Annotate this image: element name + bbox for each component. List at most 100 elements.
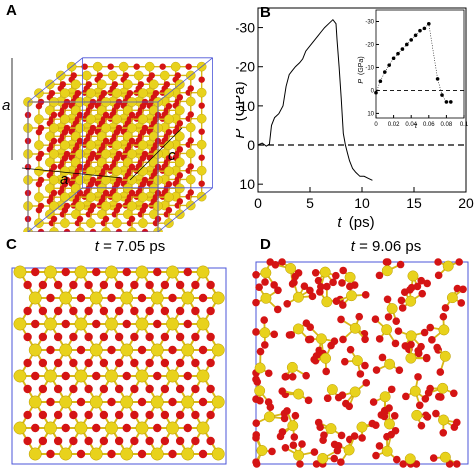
silicon-atom — [120, 395, 134, 409]
oxygen-atom — [46, 449, 55, 459]
silicon-atom — [260, 292, 272, 304]
oxygen-atom — [148, 72, 155, 79]
silicon-atom — [59, 291, 73, 305]
oxygen-atom — [141, 124, 149, 132]
oxygen-atom — [84, 436, 93, 446]
oxygen-atom — [183, 319, 192, 329]
oxygen-atom — [81, 63, 88, 70]
oxygen-atom — [260, 316, 268, 324]
oxygen-atom — [310, 355, 318, 364]
silicon-atom — [92, 61, 103, 72]
oxygen-atom — [183, 423, 192, 433]
oxygen-atom — [372, 366, 381, 374]
oxygen-atom — [69, 410, 78, 420]
panel-d-label: D — [260, 236, 271, 253]
silicon-atom — [349, 386, 361, 398]
inset-y-axis-unit: (GPa) — [358, 56, 365, 75]
oxygen-atom — [434, 271, 443, 280]
inset-x-tick-label: 0.06 — [423, 122, 435, 128]
oxygen-atom — [198, 397, 208, 407]
oxygen-atom — [198, 449, 208, 459]
silicon-atom — [381, 265, 393, 277]
oxygen-atom — [76, 163, 84, 171]
lattice-atoms — [13, 265, 225, 461]
oxygen-atom — [399, 460, 408, 468]
oxygen-atom — [160, 332, 170, 342]
silicon-atom — [185, 96, 196, 107]
silicon-atom — [28, 447, 42, 461]
silicon-atom — [49, 201, 59, 211]
silicon-atom — [196, 317, 210, 331]
disordered-atoms — [252, 258, 467, 468]
oxygen-atom — [390, 411, 399, 420]
silicon-atom — [439, 350, 451, 362]
inset-data-point — [396, 51, 400, 56]
oxygen-atom — [38, 410, 48, 420]
oxygen-atom — [206, 410, 215, 420]
silicon-atom — [263, 411, 275, 423]
oxygen-atom — [48, 89, 56, 97]
silicon-atom — [439, 451, 451, 463]
oxygen-atom — [175, 358, 185, 368]
oxygen-atom — [362, 379, 371, 387]
oxygen-atom — [323, 394, 332, 403]
inset-y-tick-label: 10 — [367, 111, 374, 117]
silicon-atom — [287, 420, 299, 432]
silicon-atom — [196, 265, 210, 279]
oxygen-atom — [37, 124, 45, 132]
oxygen-atom — [114, 306, 124, 316]
silicon-atom — [49, 149, 59, 159]
silicon-atom — [75, 149, 85, 159]
oxygen-atom — [130, 436, 139, 446]
oxygen-atom — [402, 392, 410, 401]
oxygen-atom — [322, 367, 330, 376]
silicon-atom — [97, 79, 107, 90]
oxygen-atom — [434, 258, 442, 266]
oxygen-atom — [53, 306, 63, 316]
x-tick-label: 10 — [354, 195, 370, 211]
edge-label-c: c — [168, 147, 176, 164]
oxygen-atom — [165, 128, 173, 136]
oxygen-atom — [378, 353, 387, 362]
oxygen-atom — [50, 189, 58, 197]
oxygen-atom — [145, 384, 154, 394]
oxygen-atom — [50, 111, 58, 119]
oxygen-atom — [76, 293, 86, 303]
silicon-atom — [170, 61, 181, 72]
oxygen-atom — [413, 282, 422, 291]
silicon-atom — [175, 157, 185, 168]
silicon-atom — [28, 343, 42, 357]
silicon-atom — [320, 352, 332, 364]
silicon-atom — [379, 391, 391, 403]
silicon-atom — [438, 414, 449, 426]
inset-y-tick-label: 0 — [371, 88, 375, 94]
oxygen-atom — [401, 342, 410, 350]
silicon-atom — [150, 395, 164, 409]
oxygen-atom — [61, 423, 70, 433]
oxygen-atom — [160, 306, 170, 316]
oxygen-atom — [46, 345, 55, 355]
oxygen-atom — [50, 137, 58, 145]
oxygen-atom — [122, 423, 131, 433]
oxygen-atom — [418, 289, 427, 298]
oxygen-atom — [89, 176, 97, 184]
silicon-atom — [13, 369, 27, 383]
oxygen-atom — [130, 280, 139, 290]
oxygen-atom — [122, 72, 129, 79]
silicon-atom — [409, 385, 421, 397]
silicon-atom — [405, 352, 417, 364]
oxygen-atom — [114, 410, 124, 420]
oxygen-atom — [153, 371, 162, 381]
silicon-atom — [74, 265, 88, 279]
oxygen-atom — [176, 172, 184, 179]
silicon-atom — [101, 175, 111, 185]
oxygen-atom — [115, 150, 123, 158]
silicon-atom — [112, 192, 122, 202]
oxygen-atom — [368, 419, 377, 428]
oxygen-atom — [145, 306, 154, 316]
oxygen-atom — [99, 436, 109, 446]
oxygen-atom — [187, 189, 194, 196]
oxygen-atom — [89, 202, 97, 210]
oxygen-atom — [23, 332, 32, 342]
silicon-atom — [86, 218, 96, 228]
